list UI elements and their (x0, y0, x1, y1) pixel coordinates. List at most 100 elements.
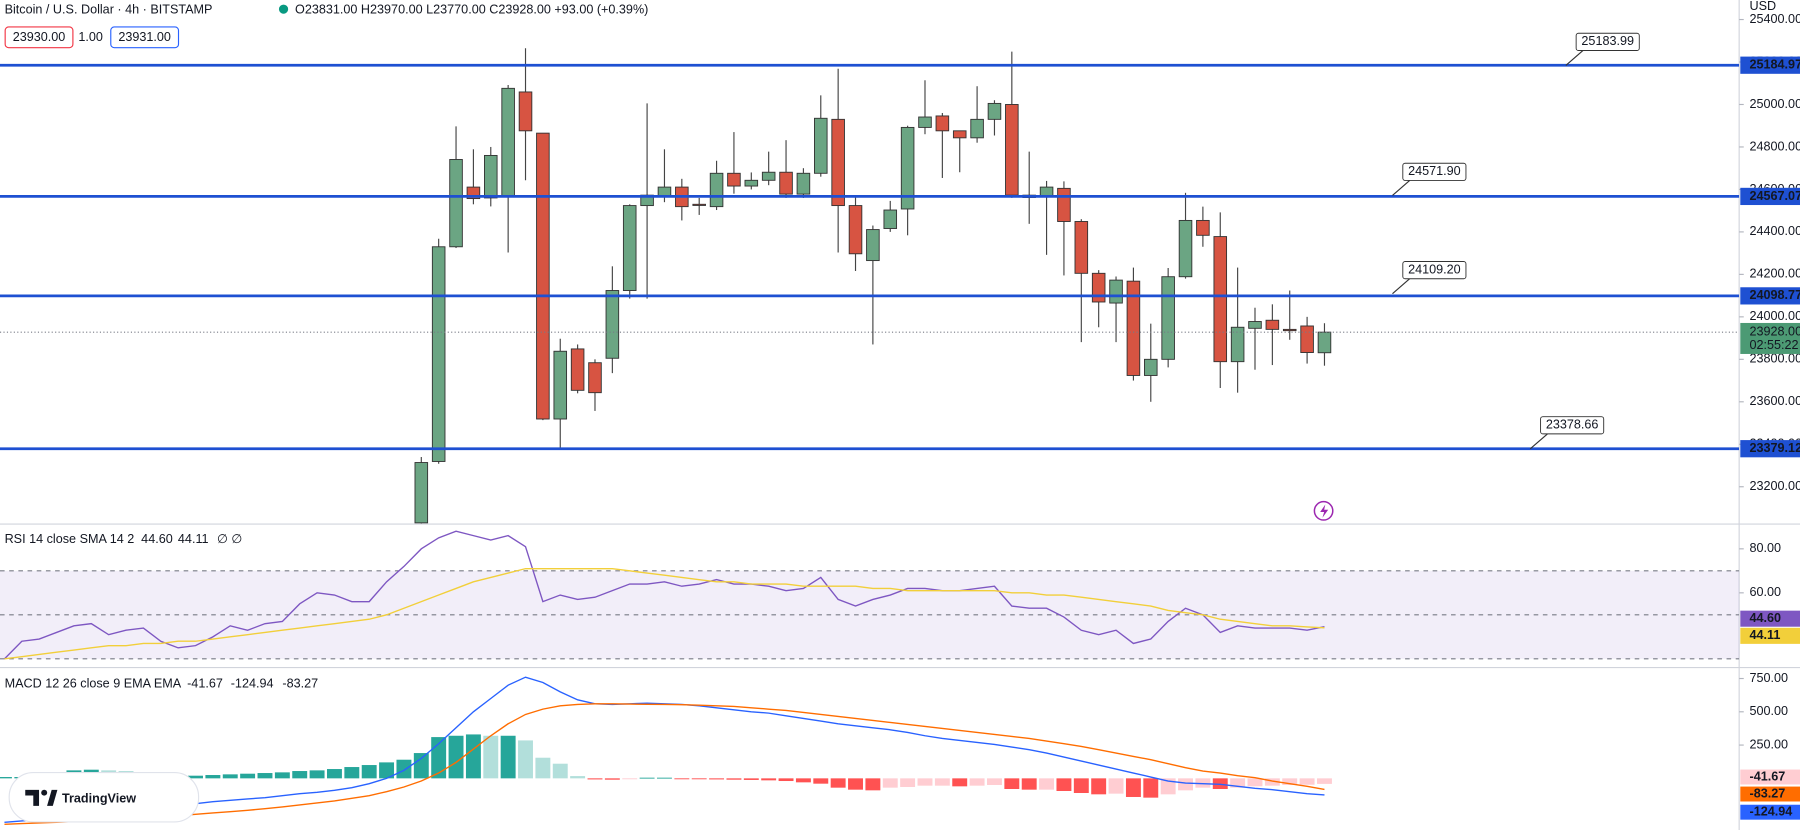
macd-histogram-bar (952, 778, 968, 787)
ohlc-values: O23831.00 H23970.00 L23770.00 C23928.00 … (295, 3, 648, 17)
candle-body (1317, 331, 1332, 354)
macd-histogram-bar (795, 778, 811, 783)
macd-line-tag-bg (1740, 804, 1800, 820)
candle-body (588, 362, 602, 394)
callout-pointer (1392, 278, 1411, 295)
y-tick-label: 80.00 (1749, 541, 1781, 555)
candle-body (761, 171, 776, 181)
macd-histogram-bar (483, 735, 499, 779)
macd-histogram-bar (587, 778, 603, 780)
callout-box (1575, 32, 1640, 51)
macd-histogram-bar (778, 778, 794, 782)
bid-box[interactable] (4, 26, 74, 49)
candle-body (605, 290, 620, 359)
candle-body (1282, 328, 1297, 332)
candle-body (952, 130, 967, 139)
macd-histogram-bar (1264, 778, 1280, 786)
rsi-legend-value: 44.60 (141, 532, 173, 546)
macd-histogram-bar (813, 778, 829, 784)
macd-histogram-bar (761, 778, 777, 781)
macd-histogram-bar (274, 772, 290, 779)
rsi-line (4, 567, 1325, 660)
macd-histogram-bar (361, 765, 377, 779)
macd-histogram-bar (257, 773, 273, 779)
macd-line-tag: -124.94 (1749, 805, 1792, 819)
macd-histogram-bar (917, 778, 933, 786)
macd-histogram-bar (535, 757, 551, 779)
rsi-sma-legend-value: 44.11 (178, 532, 209, 546)
y-tick-label: 23600.00 (1749, 394, 1800, 408)
level-tag: 25184.97 (1749, 58, 1800, 72)
alert-icon-bolt (1320, 504, 1329, 518)
candle-body (1091, 272, 1106, 303)
candle-body (692, 203, 706, 206)
macd-histogram-bar (413, 753, 429, 779)
macd-histogram-bar (344, 767, 360, 779)
macd-histogram-bar (865, 778, 881, 791)
spread: 1.00 (78, 30, 103, 44)
macd-histogram-bar (1160, 778, 1176, 795)
macd-histogram-bar (1317, 778, 1332, 784)
level-tag: 24098.77 (1749, 288, 1800, 302)
callout-box (1540, 416, 1605, 435)
candle-body (1005, 104, 1019, 196)
macd-histogram-bar (639, 777, 655, 779)
candle-body (883, 209, 898, 229)
ask-box[interactable] (110, 26, 180, 49)
macd-histogram-bar (396, 759, 412, 779)
currency-label[interactable]: USD (1749, 0, 1776, 13)
macd-histogram-bar (1282, 778, 1298, 786)
candle-body (744, 179, 759, 187)
candle-body (1213, 236, 1228, 363)
rsi-line (3, 530, 1325, 660)
y-tick-label: 24800.00 (1749, 139, 1800, 153)
candle-body (1109, 279, 1123, 304)
candle-body (900, 126, 915, 210)
macd-signal-tag: -83.27 (1749, 786, 1785, 800)
status-dot (278, 4, 289, 14)
macd-histogram-bar (552, 763, 568, 779)
callout-pointer (1392, 180, 1411, 196)
y-tick-label: 25000.00 (1749, 97, 1800, 111)
macd-histogram-bar (1021, 778, 1037, 790)
macd-histogram-bar (570, 776, 586, 779)
price-axis: 23200.0023400.0023600.0023800.0024000.00… (1739, 12, 1800, 820)
macd-title: MACD 12 26 close 9 EMA EMA (5, 677, 182, 691)
macd-histogram-bar (326, 769, 342, 779)
candle-body (431, 246, 446, 462)
candle-body (1196, 219, 1210, 236)
candle-body (796, 172, 811, 195)
macd-hist-tag: -41.67 (1749, 769, 1785, 783)
macd-histogram-bar (1004, 778, 1020, 790)
level-tag-bg (1740, 440, 1800, 458)
macd-histogram-bar (674, 778, 690, 780)
rsi-title: RSI 14 close SMA 14 2 (5, 532, 135, 546)
macd-histogram-bar (622, 778, 638, 780)
macd-histogram-bar (830, 778, 846, 788)
y-tick-label: 23800.00 (1749, 352, 1800, 366)
rsi-last-tag: 44.11 (1749, 628, 1780, 642)
logo-mark (47, 789, 58, 806)
symbol-title: Bitcoin / U.S. Dollar · 4h · BITSTAMP (5, 3, 213, 17)
macd-histogram-bar (691, 778, 707, 780)
y-tick-label: 750.00 (1749, 671, 1788, 685)
candle-body (709, 172, 724, 208)
candle-body (484, 154, 498, 199)
macd-histogram-bar (1056, 778, 1072, 791)
main-pane (0, 48, 1740, 524)
macd-histogram-bar (0, 777, 12, 779)
last-price-tag-bg (1740, 322, 1800, 354)
macd-histogram-bar (240, 773, 256, 779)
y-tick-label: 25400.00 (1749, 12, 1800, 26)
macd-histogram-bar (292, 771, 308, 779)
candle-body (935, 115, 950, 132)
logo-mark (25, 789, 40, 806)
candle-body (553, 350, 568, 420)
macd-histogram-bar (1299, 778, 1315, 785)
y-tick-label: 60.00 (1749, 585, 1781, 599)
macd-histogram-bar (465, 734, 481, 779)
macd-histogram-bar (500, 735, 516, 779)
logo-badge[interactable] (8, 772, 200, 823)
macd-histogram-bar (900, 778, 916, 788)
